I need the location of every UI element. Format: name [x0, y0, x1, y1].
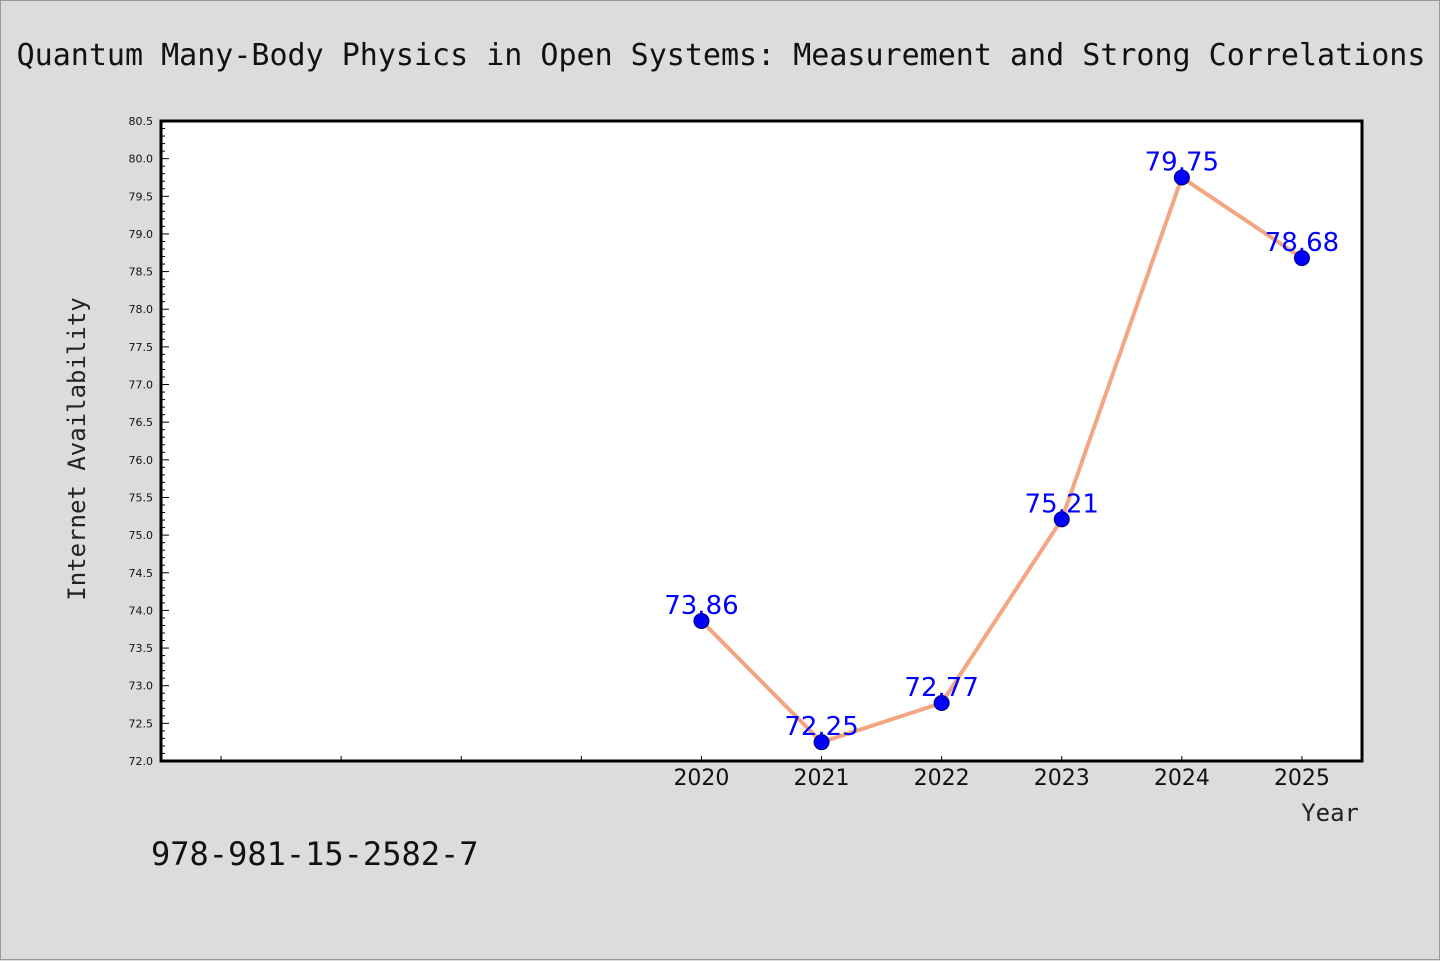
data-label: 72.25 — [784, 712, 858, 742]
y-tick-label: 72.5 — [129, 717, 154, 730]
series-line — [699, 175, 1304, 745]
y-tick-label: 75.0 — [129, 529, 154, 542]
y-tick-label: 76.5 — [129, 416, 154, 429]
y-axis: 72.0 72.5 73.0 73.5 74.0 74.5 75.0 75.5 76.0 76.5… — [129, 115, 169, 768]
plot-area — [159, 119, 1364, 763]
isbn-text: 978-981-15-2582-7 — [151, 835, 479, 873]
data-point — [813, 734, 830, 751]
series-layer — [693, 169, 1310, 751]
data-point — [1053, 511, 1070, 528]
y-tick-label: 78.5 — [129, 266, 154, 279]
data-label: 79.75 — [1145, 147, 1219, 177]
data-labels: 73.86 72.25 72.77 75.21 79.75 78.68 — [664, 147, 1339, 742]
y-tick-label: 74.5 — [129, 567, 154, 580]
x-tick-label: 2025 — [1274, 766, 1330, 791]
data-label: 72.77 — [904, 673, 978, 703]
y-tick-label: 77.5 — [129, 341, 154, 354]
y-tick-label: 77.0 — [129, 379, 154, 392]
x-tick-label: 2024 — [1154, 766, 1210, 791]
x-tick-label: 2023 — [1034, 766, 1090, 791]
y-tick-label: 78.0 — [129, 303, 154, 316]
chart-title: Quantum Many-Body Physics in Open System… — [17, 38, 1426, 73]
data-point — [933, 695, 950, 712]
data-point — [1293, 250, 1310, 267]
y-tick-label: 74.0 — [129, 604, 154, 617]
data-label: 73.86 — [664, 591, 738, 621]
y-tick-label: 76.0 — [129, 454, 154, 467]
y-tick-label: 72.0 — [129, 755, 154, 768]
data-point — [1173, 169, 1190, 186]
y-axis-label: Internet Availability — [63, 297, 91, 600]
y-tick-label: 73.5 — [129, 642, 154, 655]
y-tick-label: 80.5 — [129, 115, 154, 128]
data-point — [693, 612, 710, 629]
y-tick-label: 80.0 — [129, 153, 154, 166]
x-tick-label: 2021 — [794, 766, 850, 791]
y-tick-label: 73.0 — [129, 680, 154, 693]
data-label: 75.21 — [1025, 489, 1099, 519]
x-tick-label: 2020 — [673, 766, 729, 791]
x-axis-label: Year — [1301, 799, 1359, 827]
y-tick-label: 79.0 — [129, 228, 154, 241]
x-axis: 2020 2021 2022 2023 2024 2025 — [220, 756, 1330, 791]
x-tick-label: 2022 — [914, 766, 970, 791]
y-tick-label: 75.5 — [129, 491, 154, 504]
y-tick-label: 79.5 — [129, 190, 154, 203]
data-label: 78.68 — [1265, 228, 1339, 258]
